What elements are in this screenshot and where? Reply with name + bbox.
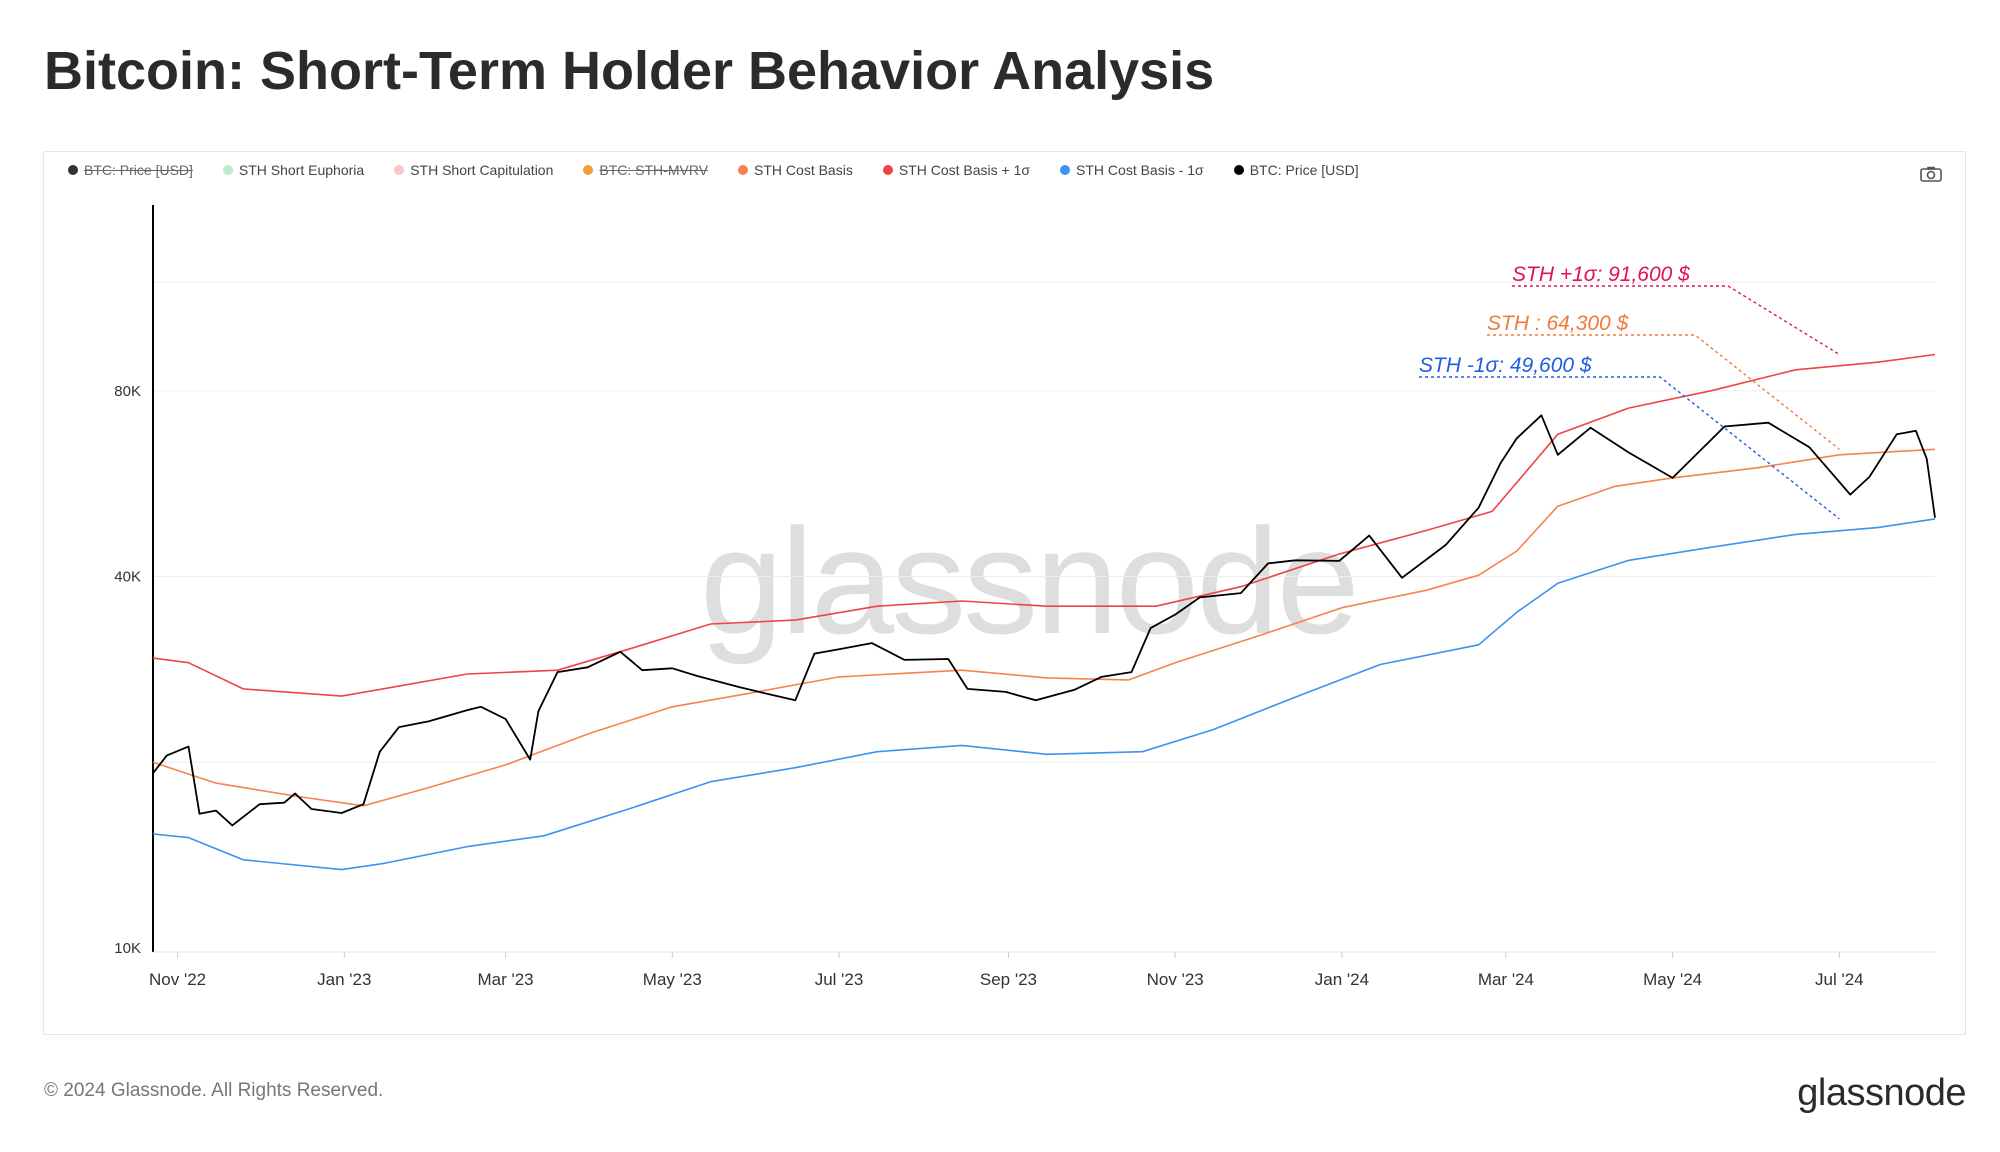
- annotation-leader: [1419, 376, 1840, 520]
- legend-label: BTC: Price [USD]: [84, 162, 193, 178]
- legend-label: STH Cost Basis: [754, 162, 853, 178]
- legend-item[interactable]: BTC: STH-MVRV: [583, 162, 708, 178]
- y-tick-label: 40K: [114, 569, 141, 586]
- x-tick-label: Nov '23: [1147, 970, 1204, 989]
- legend-dot-icon: [882, 165, 893, 175]
- chart-frame: [43, 151, 1966, 1035]
- legend-dot-icon: [583, 165, 594, 175]
- annotation-leader: [1487, 334, 1840, 450]
- x-tick-label: Mar '23: [477, 970, 533, 989]
- x-tick-label: Sep '23: [980, 970, 1037, 989]
- legend-label: STH Cost Basis + 1σ: [898, 162, 1031, 178]
- x-tick-label: May '23: [643, 970, 702, 989]
- legend-item[interactable]: STH Cost Basis + 1σ: [882, 162, 1031, 178]
- series-line-cost-plus: [152, 353, 1936, 697]
- chart-legend: BTC: Price [USD] STH Short Euphoria STH Sh…: [68, 162, 1359, 178]
- legend-item[interactable]: STH Cost Basis: [738, 162, 853, 178]
- y-tick-label: 80K: [114, 383, 141, 400]
- legend-dot-icon: [68, 165, 78, 175]
- legend-label: BTC: Price [USD]: [1249, 162, 1359, 178]
- x-tick-label: Nov '22: [149, 970, 206, 989]
- x-tick-label: Jan '23: [317, 970, 371, 989]
- legend-dot-icon: [1060, 165, 1071, 175]
- annotation-label: STH -1σ: 49,600 $: [1419, 354, 1592, 377]
- legend-label: STH Short Capitulation: [410, 162, 554, 178]
- annotation-label: STH +1σ: 91,600 $: [1512, 263, 1690, 286]
- legend-label: STH Cost Basis - 1σ: [1076, 162, 1204, 178]
- camera-icon[interactable]: [1920, 166, 1942, 182]
- x-tick-label: May '24: [1643, 970, 1702, 989]
- page-title: Bitcoin: Short-Term Holder Behavior Anal…: [44, 41, 1215, 101]
- legend-dot-icon: [1233, 165, 1244, 175]
- x-tick-label: Jul '23: [815, 970, 864, 989]
- x-tick-label: Mar '24: [1478, 970, 1534, 989]
- copyright-footer: © 2024 Glassnode. All Rights Reserved.: [44, 1080, 384, 1101]
- legend-item[interactable]: STH Cost Basis - 1σ: [1060, 162, 1204, 178]
- legend-item[interactable]: STH Short Euphoria: [222, 162, 365, 178]
- annotation-label: STH : 64,300 $: [1487, 312, 1629, 335]
- series-line-cost-minus: [152, 518, 1936, 871]
- legend-label: STH Short Euphoria: [238, 162, 365, 178]
- series-line-price: [152, 414, 1936, 827]
- x-tick-label: Jul '24: [1815, 970, 1864, 989]
- legend-item[interactable]: STH Short Capitulation: [394, 162, 553, 178]
- legend-label: BTC: STH-MVRV: [599, 162, 709, 178]
- legend-dot-icon: [394, 165, 405, 175]
- brand-logo: glassnode: [1797, 1072, 1966, 1114]
- legend-dot-icon: [222, 165, 233, 175]
- series-line-cost-basis: [152, 448, 1936, 807]
- legend-item[interactable]: BTC: Price [USD]: [1233, 162, 1359, 178]
- legend-item[interactable]: BTC: Price [USD]: [68, 162, 193, 178]
- y-tick-label: 10K: [114, 940, 141, 957]
- annotation-leader: [1512, 285, 1840, 356]
- legend-dot-icon: [738, 165, 749, 175]
- watermark: glassnode: [700, 497, 1360, 665]
- x-tick-label: Jan '24: [1315, 970, 1369, 989]
